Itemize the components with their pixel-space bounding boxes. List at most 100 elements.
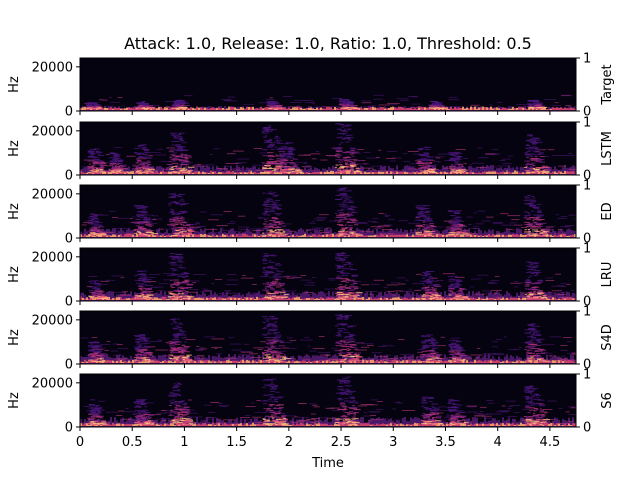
burst-streak	[433, 107, 440, 109]
fundamental-band	[172, 298, 174, 300]
energy-column	[256, 229, 258, 238]
burst-streak	[453, 156, 458, 158]
fundamental-band	[558, 233, 560, 237]
burst-streak	[280, 225, 287, 227]
fundamental-band	[418, 298, 420, 300]
fundamental-band	[506, 108, 508, 110]
burst-streak	[89, 232, 94, 234]
burst-streak	[140, 164, 146, 166]
burst-streak	[534, 151, 539, 153]
harmonic-streak	[226, 153, 236, 155]
burst-streak	[180, 156, 185, 158]
harmonic-streak	[281, 232, 293, 234]
fundamental-band	[426, 298, 428, 300]
fundamental-band	[550, 108, 552, 110]
burst-streak	[524, 234, 527, 236]
burst-streak	[94, 220, 98, 222]
fundamental-band	[524, 172, 526, 174]
fundamental-band	[552, 171, 554, 174]
fundamental-band	[402, 107, 404, 110]
burst-streak	[337, 157, 341, 158]
burst-streak	[524, 160, 531, 162]
harmonic-streak	[184, 229, 190, 231]
fundamental-band	[452, 298, 454, 300]
burst-streak	[416, 219, 422, 221]
burst-streak	[525, 147, 532, 149]
harmonic-streak	[202, 288, 208, 290]
burst-streak	[434, 101, 440, 103]
burst-streak	[543, 231, 546, 232]
harmonic-streak	[412, 103, 421, 105]
fundamental-band	[120, 108, 122, 110]
burst-streak	[451, 152, 459, 154]
fundamental-band	[496, 107, 498, 110]
harmonic-streak	[165, 106, 170, 107]
burst-streak	[181, 170, 185, 171]
fundamental-band	[266, 297, 268, 300]
harmonic-streak	[284, 233, 298, 235]
burst-streak	[266, 165, 271, 167]
fundamental-band	[342, 234, 344, 237]
harmonic-streak	[387, 104, 398, 106]
burst-streak	[418, 234, 424, 236]
harmonic-streak	[199, 170, 205, 172]
burst-streak	[339, 218, 344, 220]
burst-streak	[270, 234, 277, 235]
energy-column	[234, 231, 236, 238]
burst-streak	[278, 230, 281, 232]
harmonic-streak	[486, 216, 494, 218]
harmonic-streak	[562, 155, 575, 156]
burst-streak	[347, 164, 354, 166]
harmonic-streak	[403, 233, 408, 235]
fundamental-band	[134, 108, 136, 110]
burst-streak	[262, 132, 269, 134]
harmonic-streak	[378, 233, 392, 235]
burst-streak	[262, 213, 267, 215]
fundamental-band	[210, 235, 212, 237]
burst-streak	[100, 162, 106, 164]
burst-streak	[269, 231, 275, 233]
fundamental-band	[310, 297, 312, 300]
right-tick-label: 1	[583, 52, 591, 67]
series-label: Target	[600, 64, 615, 105]
fundamental-band	[260, 298, 262, 300]
fundamental-band	[440, 233, 442, 237]
burst-streak	[538, 167, 541, 169]
harmonic-streak	[180, 161, 193, 163]
burst-streak	[285, 162, 293, 163]
energy-column	[364, 293, 366, 301]
fundamental-band	[204, 298, 206, 300]
energy-column	[122, 294, 124, 301]
burst-streak	[350, 212, 358, 213]
energy-column	[318, 292, 320, 301]
fundamental-band	[154, 172, 156, 174]
burst-streak	[345, 124, 352, 126]
fundamental-band	[308, 107, 310, 110]
burst-streak	[345, 234, 349, 235]
harmonic-streak	[448, 99, 460, 101]
burst-streak	[274, 200, 281, 201]
fundamental-band	[220, 108, 222, 110]
fundamental-band	[564, 107, 566, 110]
burst-streak	[540, 233, 547, 234]
burst-streak	[186, 224, 194, 226]
fundamental-band	[384, 108, 386, 110]
burst-streak	[177, 229, 181, 231]
fundamental-band	[80, 170, 82, 174]
burst-streak	[342, 234, 349, 236]
fundamental-band	[260, 171, 262, 174]
burst-streak	[526, 218, 532, 220]
fundamental-band	[230, 107, 232, 110]
burst-streak	[142, 148, 146, 150]
energy-column	[286, 166, 288, 175]
burst-streak	[275, 107, 282, 109]
harmonic-streak	[384, 216, 389, 217]
burst-streak	[174, 202, 180, 204]
burst-streak	[269, 220, 276, 221]
fundamental-band	[518, 235, 520, 237]
fundamental-band	[198, 107, 200, 110]
burst-streak	[451, 225, 458, 226]
harmonic-streak	[109, 97, 113, 98]
energy-column	[306, 291, 308, 301]
burst-streak	[531, 140, 536, 142]
